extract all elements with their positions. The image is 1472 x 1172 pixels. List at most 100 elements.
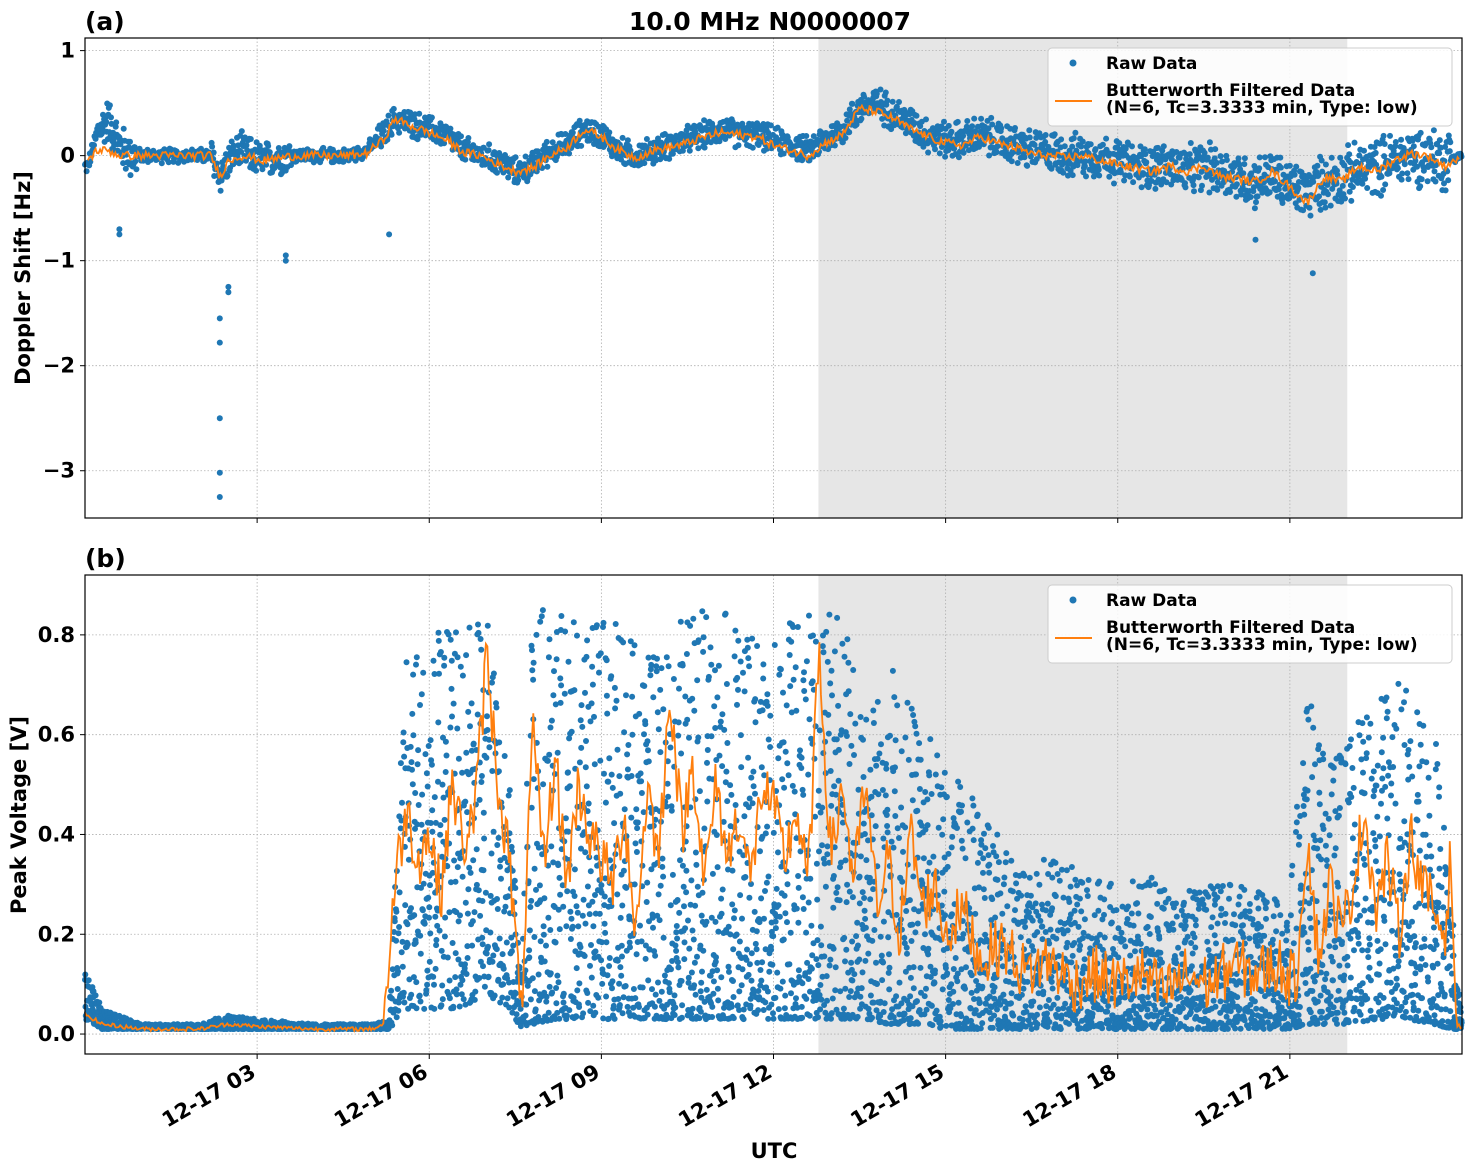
raw-data-point [551,668,557,674]
raw-data-point [582,953,588,959]
raw-data-point [417,933,423,939]
raw-data-point [643,956,649,962]
figure-title: 10.0 MHz N0000007 [629,7,911,36]
raw-data-point [423,751,429,757]
raw-data-point [472,997,478,1003]
raw-data-point [449,686,455,692]
raw-data-point [501,966,507,972]
raw-data-point [971,116,977,122]
raw-data-point [679,978,685,984]
raw-data-point [1241,161,1247,167]
raw-data-point [561,1000,567,1006]
raw-data-point [410,781,416,787]
raw-data-point [458,133,464,139]
raw-data-point [542,958,548,964]
raw-data-point [426,743,432,749]
raw-data-point [399,949,405,955]
raw-data-point [1346,151,1352,157]
raw-data-point [615,996,621,1002]
raw-data-point [1307,205,1313,211]
raw-data-point [496,835,502,841]
raw-data-point [1062,143,1068,149]
raw-data-point [485,623,491,629]
raw-data-point [455,654,461,660]
raw-data-point [1256,165,1262,171]
raw-data-point [564,888,570,894]
raw-data-point [405,921,411,927]
raw-data-point [481,867,487,873]
raw-data-point [568,936,574,942]
raw-data-point [416,802,422,808]
raw-data-point [587,911,593,917]
raw-data-point [1352,140,1358,146]
raw-data-point [414,1005,420,1011]
raw-data-point [546,752,552,758]
raw-data-point [543,943,549,949]
raw-data-point [668,745,674,751]
raw-data-point [675,959,681,965]
raw-data-point [665,781,671,787]
raw-data-point [393,909,399,915]
raw-data-point [531,776,537,782]
raw-data-point [395,969,401,975]
raw-data-point [421,1006,427,1012]
raw-data-point [603,939,609,945]
raw-data-point [544,994,550,1000]
raw-data-point [620,639,626,645]
legend-raw-marker [1070,60,1077,67]
raw-data-point [572,866,578,872]
raw-data-point [1350,184,1356,190]
raw-data-point [1227,189,1233,195]
raw-data-point [569,729,575,735]
raw-data-point [688,877,694,883]
raw-data-point [495,906,501,912]
raw-data-point [537,619,543,625]
raw-data-point [616,981,622,987]
raw-data-point [465,911,471,917]
raw-data-point [634,849,640,855]
raw-data-point [487,930,493,936]
raw-data-point [1106,174,1112,180]
raw-data-point [441,655,447,661]
raw-data-point [447,978,453,984]
raw-data-point [1380,187,1386,193]
raw-data-point [627,944,633,950]
raw-data-point [590,923,596,929]
raw-data-point [489,851,495,857]
raw-data-point [454,726,460,732]
raw-data-point [518,1023,524,1029]
raw-data-point [617,964,623,970]
raw-data-point [1236,155,1242,161]
raw-data-point [562,691,568,697]
raw-data-point [586,801,592,807]
raw-data-point [803,133,809,139]
raw-data-point [666,663,672,669]
raw-data-point [641,731,647,737]
raw-data-point [655,709,661,715]
raw-data-point [513,154,519,160]
raw-data-point [639,790,645,796]
raw-data-point [410,732,416,738]
raw-data-point [1277,155,1283,161]
raw-data-point [529,805,535,811]
raw-data-point [582,690,588,696]
raw-data-point [464,809,470,815]
raw-data-point [1316,193,1322,199]
raw-data-point [988,115,994,121]
raw-data-point [638,778,644,784]
raw-data-point [453,629,459,635]
raw-data-point [1121,178,1127,184]
raw-data-point [1342,196,1348,202]
raw-data-point [468,870,474,876]
raw-data-point [1287,163,1293,169]
raw-data-point [571,619,577,625]
raw-data-point [421,881,427,887]
raw-data-point [425,784,431,790]
raw-data-point [470,857,476,863]
raw-data-point [265,143,271,149]
raw-data-point [500,981,506,987]
raw-data-point [576,980,582,986]
raw-data-point [494,842,500,848]
raw-data-point [658,883,664,889]
raw-data-point [440,782,446,788]
